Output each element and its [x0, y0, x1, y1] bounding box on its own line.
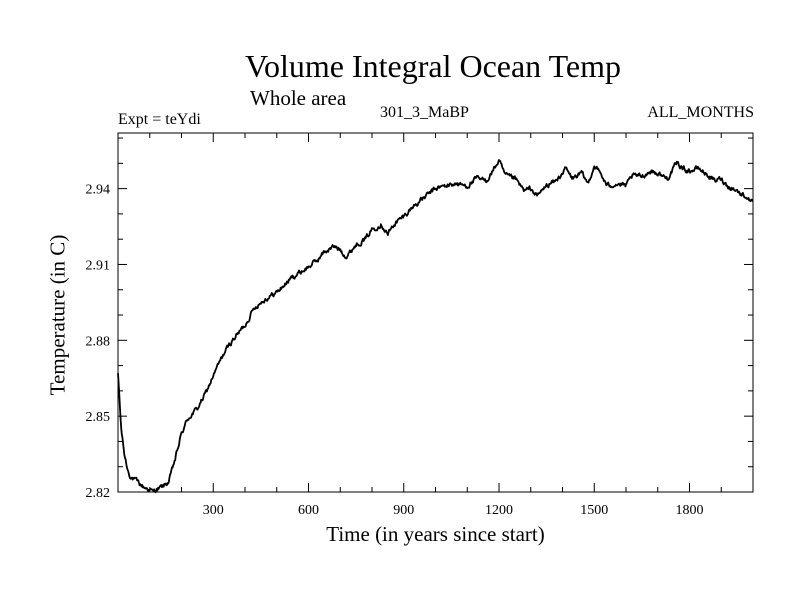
y-tick-label: 2.85 — [86, 410, 111, 425]
x-tick-label: 900 — [393, 503, 414, 518]
y-tick-label: 2.94 — [86, 183, 111, 198]
x-tick-label: 1800 — [676, 503, 704, 518]
run-label: 301_3_MaBP — [380, 104, 469, 121]
x-tick-label: 1200 — [485, 503, 513, 518]
experiment-label: Expt = teYdi — [118, 111, 201, 128]
x-tick-label: 300 — [203, 503, 224, 518]
y-tick-label: 2.82 — [86, 486, 111, 501]
y-axis-label: Temperature (in C) — [45, 234, 70, 396]
y-tick-label: 2.88 — [86, 334, 111, 349]
x-tick-label: 600 — [298, 503, 319, 518]
chart-title: Volume Integral Ocean Temp — [244, 48, 621, 84]
y-tick-label: 2.91 — [86, 258, 111, 273]
x-axis-label: Time (in years since start) — [326, 522, 545, 546]
tick-group — [118, 133, 753, 493]
chart-subtitle: Whole area — [250, 86, 347, 110]
series-line — [117, 159, 754, 494]
months-label: ALL_MONTHS — [647, 104, 754, 121]
tick-label-group: 300 600 900 1200 1500 1800 2.82 2.85 2.88 2.91 2.9… — [86, 183, 704, 518]
plot-frame — [117, 132, 754, 493]
x-tick-label: 1500 — [580, 503, 608, 518]
